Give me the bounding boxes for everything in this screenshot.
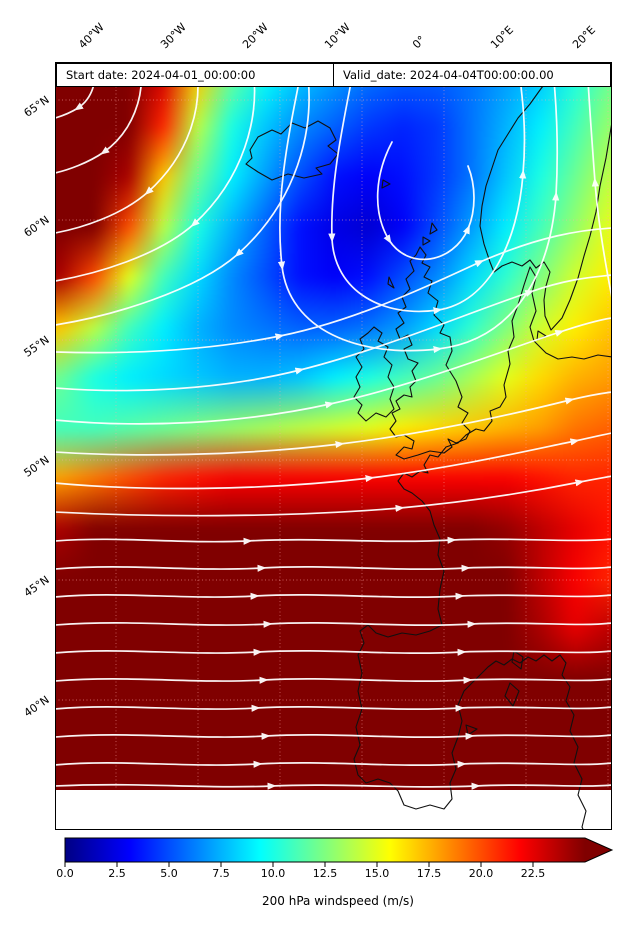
colorbar-gradient-bar bbox=[64, 837, 614, 863]
colorbar-tick-label: 22.5 bbox=[520, 867, 546, 880]
colorbar-tick-label: 7.5 bbox=[212, 867, 230, 880]
no-data-band bbox=[56, 790, 611, 829]
colorbar-tick-label: 0.0 bbox=[56, 867, 74, 880]
colorbar-tick-label: 5.0 bbox=[160, 867, 178, 880]
colorbar-tick-label: 15.0 bbox=[364, 867, 390, 880]
y-tick-label: 45°N bbox=[21, 573, 52, 600]
x-tick-label: 30°W bbox=[158, 20, 189, 52]
colorbar-tick-label: 10.0 bbox=[260, 867, 286, 880]
y-tick-label: 50°N bbox=[21, 453, 52, 480]
x-tick-label: 20°E bbox=[570, 23, 598, 52]
colorbar-tick-label: 2.5 bbox=[108, 867, 126, 880]
colorbar-tick-label: 17.5 bbox=[416, 867, 442, 880]
colorbar-label: 200 hPa windspeed (m/s) bbox=[262, 894, 414, 908]
windspeed-field bbox=[56, 63, 611, 790]
x-tick-label: 20°W bbox=[240, 20, 271, 52]
y-tick-label: 55°N bbox=[21, 333, 52, 360]
y-tick-label: 60°N bbox=[21, 213, 52, 240]
valid-date-annotation: Valid_date: 2024-04-04T00:00:00.00 bbox=[333, 63, 611, 87]
start-date-annotation: Start date: 2024-04-01_00:00:00 bbox=[56, 63, 334, 87]
y-tick-label: 40°N bbox=[21, 693, 52, 720]
x-tick-label: 40°W bbox=[76, 20, 107, 52]
colorbar bbox=[64, 837, 614, 867]
colorbar-tick-label: 20.0 bbox=[468, 867, 494, 880]
colorbar-tick-label: 12.5 bbox=[312, 867, 338, 880]
windspeed-field-canvas bbox=[56, 63, 611, 790]
x-tick-label: 0° bbox=[410, 33, 429, 52]
x-tick-label: 10°W bbox=[322, 20, 353, 52]
y-tick-label: 65°N bbox=[21, 93, 52, 120]
x-tick-label: 10°E bbox=[488, 23, 516, 52]
